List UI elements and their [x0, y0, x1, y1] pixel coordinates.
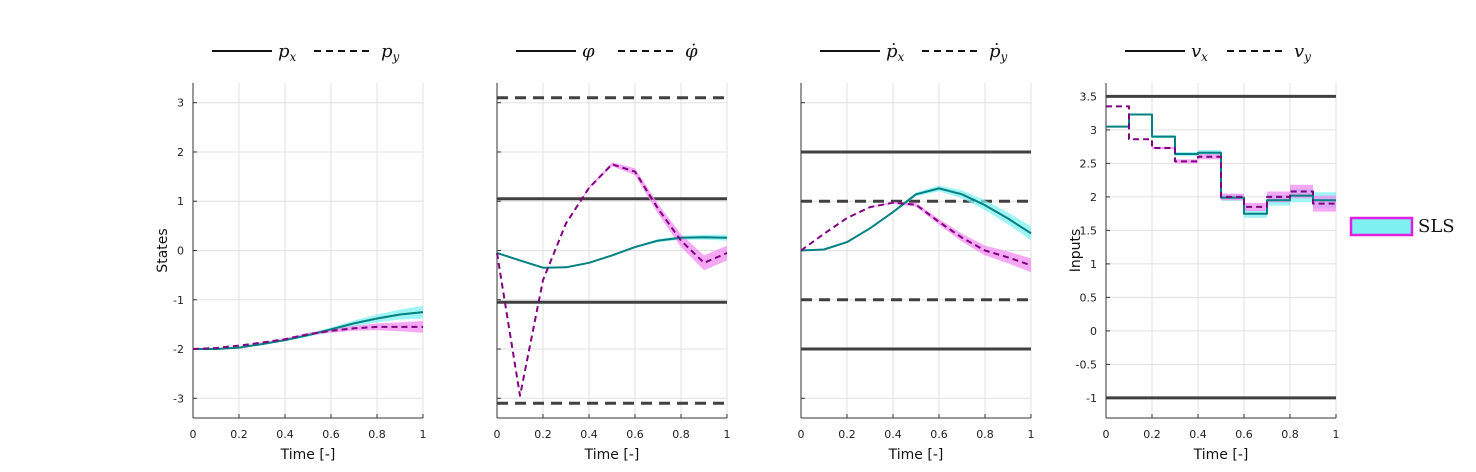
- x-tick-label: 0.6: [1235, 428, 1253, 441]
- y-axis-label: Inputs: [1068, 229, 1084, 273]
- series-line-dashed: [496, 163, 728, 397]
- x-tick-label: 0.8: [976, 428, 994, 441]
- legend-entry-label: ṗy: [989, 41, 1008, 64]
- x-axis-label: Time [-]: [888, 447, 944, 463]
- y-tick-label: 3.5: [1080, 90, 1098, 103]
- legend-symbol: ṗ: [886, 41, 898, 62]
- uncertainty-band-solid: [193, 305, 423, 349]
- x-tick-label: 0.4: [1189, 428, 1207, 441]
- y-tick-label: -3: [173, 392, 184, 405]
- x-tick-label: 0.2: [838, 428, 856, 441]
- panel-legend: px py: [212, 41, 400, 64]
- x-tick-label: 1: [1028, 428, 1035, 441]
- legend-symbol: φ̇: [685, 41, 698, 62]
- y-tick-label: 3: [1090, 124, 1097, 137]
- legend-entry-label: φ̇: [685, 41, 698, 62]
- y-tick-label: 0.5: [1080, 291, 1098, 304]
- legend-symbol: φ: [582, 41, 595, 62]
- uncertainty-band-solid: [801, 185, 1031, 251]
- panel-legend: ṗx ṗy: [820, 41, 1008, 64]
- series-line-dashed: [192, 325, 423, 350]
- x-tick-label: 0.6: [626, 428, 644, 441]
- uncertainty-band-dashed: [497, 162, 727, 396]
- legend-entry-label: vx: [1191, 41, 1208, 64]
- legend-entry-label: vy: [1294, 41, 1311, 64]
- legend-entry-label: px: [278, 41, 297, 64]
- legend-symbol: p: [278, 41, 290, 62]
- legend-subscript: x: [290, 50, 297, 64]
- x-tick-label: 0.2: [230, 428, 248, 441]
- legend-entry-label: py: [381, 41, 400, 64]
- legend-symbol: v: [1191, 41, 1201, 62]
- legend-subscript: x: [1201, 50, 1208, 64]
- y-tick-label: -0.5: [1076, 358, 1097, 371]
- panel-legend: φ φ̇: [516, 41, 698, 62]
- series-line-dashed: [1106, 105, 1336, 208]
- x-tick-label: 1: [1333, 428, 1340, 441]
- x-tick-label: 0.4: [276, 428, 294, 441]
- y-tick-label: 0: [1090, 325, 1097, 338]
- x-tick-label: 0: [190, 428, 197, 441]
- x-tick-label: 0.8: [368, 428, 386, 441]
- y-tick-label: 2: [177, 146, 184, 159]
- x-tick-label: 0.2: [534, 428, 552, 441]
- y-tick-label: -1: [173, 294, 184, 307]
- x-tick-label: 0: [494, 428, 501, 441]
- x-tick-label: 0.2: [1143, 428, 1161, 441]
- series-line-solid: [800, 187, 1032, 252]
- x-tick-label: 0.6: [322, 428, 340, 441]
- legend-symbol: ṗ: [989, 41, 1001, 62]
- y-tick-label: 0: [177, 245, 184, 258]
- x-tick-label: 0: [1103, 428, 1110, 441]
- x-axis-label: Time [-]: [1193, 447, 1249, 463]
- legend-symbol: v: [1294, 41, 1304, 62]
- x-tick-label: 0.8: [672, 428, 690, 441]
- y-tick-label: 3: [177, 97, 184, 110]
- x-tick-label: 0.4: [884, 428, 902, 441]
- legend-subscript: y: [1303, 50, 1311, 64]
- sls-legend: SLS: [1349, 216, 1455, 237]
- x-axis-label: Time [-]: [280, 447, 336, 463]
- x-tick-label: 0.6: [930, 428, 948, 441]
- y-tick-label: -1: [1086, 392, 1097, 405]
- panel-legend: vx vy: [1125, 41, 1311, 64]
- legend-entry-label: ṗx: [886, 41, 905, 64]
- chart-panel-2: 0 0.2 0.4 0.6 0.8 1 Time [-] φ φ̇: [494, 41, 731, 463]
- legend-subscript: y: [1000, 50, 1008, 64]
- x-tick-label: 0.4: [580, 428, 598, 441]
- legend-symbol: p: [381, 41, 393, 62]
- legend-subscript: y: [392, 50, 400, 64]
- x-tick-label: 1: [420, 428, 427, 441]
- x-tick-label: 0.8: [1281, 428, 1299, 441]
- sls-legend-swatch: [1349, 216, 1414, 237]
- x-tick-label: 1: [724, 428, 731, 441]
- y-tick-label: -2: [173, 343, 184, 356]
- legend-entry-label: φ: [582, 41, 595, 62]
- legend-subscript: x: [898, 50, 905, 64]
- y-tick-label: 1.5: [1080, 224, 1098, 237]
- y-axis-label: States: [155, 228, 171, 272]
- sls-legend-label: SLS: [1418, 216, 1455, 237]
- chart-panel-4: 0 0.2 0.4 0.6 0.8 1 3.5 3 2.5 2 1.5 1 0.5 0 -0.5 -1 Time…: [1068, 41, 1340, 463]
- series-line-solid: [496, 236, 728, 269]
- x-tick-label: 0: [798, 428, 805, 441]
- y-tick-label: 2: [1090, 191, 1097, 204]
- y-tick-label: 2.5: [1080, 157, 1098, 170]
- x-axis-label: Time [-]: [584, 447, 640, 463]
- y-tick-label: 1: [177, 195, 184, 208]
- y-tick-label: 1: [1090, 258, 1097, 271]
